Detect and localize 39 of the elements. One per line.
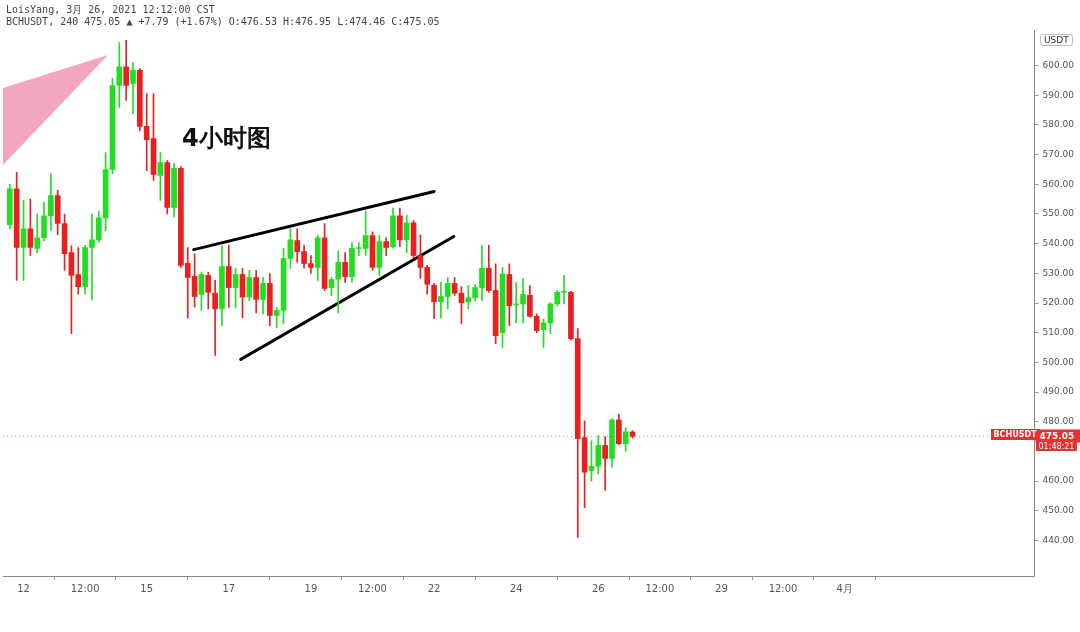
annotation: 4小时图 <box>182 123 271 154</box>
x-tick-label: 29 <box>715 582 728 594</box>
ref-line-label: 475.05 <box>1039 430 1075 441</box>
x-tick-label: 12:00 <box>768 582 798 594</box>
x-tick-label: 17 <box>222 582 236 594</box>
y-tick-label: 530.00 <box>1042 267 1075 278</box>
text: USDT <box>1040 34 1073 46</box>
y-tick-label: 570.00 <box>1042 148 1075 159</box>
x-tick-label: 19 <box>304 582 318 594</box>
y-tick-label: 540.00 <box>1042 238 1075 248</box>
annotation: BCHUSDT <box>990 429 1040 441</box>
y-tick-label: 580.00 <box>1042 119 1075 130</box>
x-tick-label: 12 <box>17 582 30 594</box>
y-tick-label: 480.00 <box>1042 416 1075 427</box>
candlestick <box>212 280 218 356</box>
y-tick-label: 490.00 <box>1042 386 1075 397</box>
y-tick-label: 510.00 <box>1042 327 1075 338</box>
candlestick <box>520 278 526 324</box>
y-tick-label: 440.00 <box>1042 534 1075 545</box>
x-tick-label: 22 <box>427 582 441 594</box>
text: 01:48:21 <box>1035 442 1078 452</box>
x-tick-label: 12:00 <box>645 582 675 594</box>
chart-title: LoisYang, 3月 26, 2021 12:12:00 CST <box>6 3 215 17</box>
y-tick-label: 500.00 <box>1042 356 1075 367</box>
y-tick-label: 560.00 <box>1042 178 1075 189</box>
y-tick-label: 460.00 <box>1042 475 1075 486</box>
x-tick-label: 12:00 <box>70 582 100 594</box>
chart-subtitle: BCHUSDT, 240 475.05 ▲ +7.79 (+1.67%) O:476.53 H:476.95 L:474.46 C:475.05 <box>6 16 440 27</box>
x-tick-label: 26 <box>591 582 605 594</box>
y-tick-label: 590.00 <box>1042 89 1075 100</box>
y-tick-label: 450.00 <box>1042 505 1075 516</box>
y-tick-label: 600.00 <box>1042 59 1075 70</box>
x-tick-label: 24 <box>509 582 523 594</box>
x-tick-label: 12:00 <box>358 582 387 594</box>
candlestick <box>602 436 608 491</box>
x-tick-label: 15 <box>140 582 154 594</box>
y-tick-label: 520.00 <box>1042 297 1075 308</box>
y-tick-label: 550.00 <box>1042 208 1075 219</box>
x-tick-label: 4月 <box>836 582 853 594</box>
